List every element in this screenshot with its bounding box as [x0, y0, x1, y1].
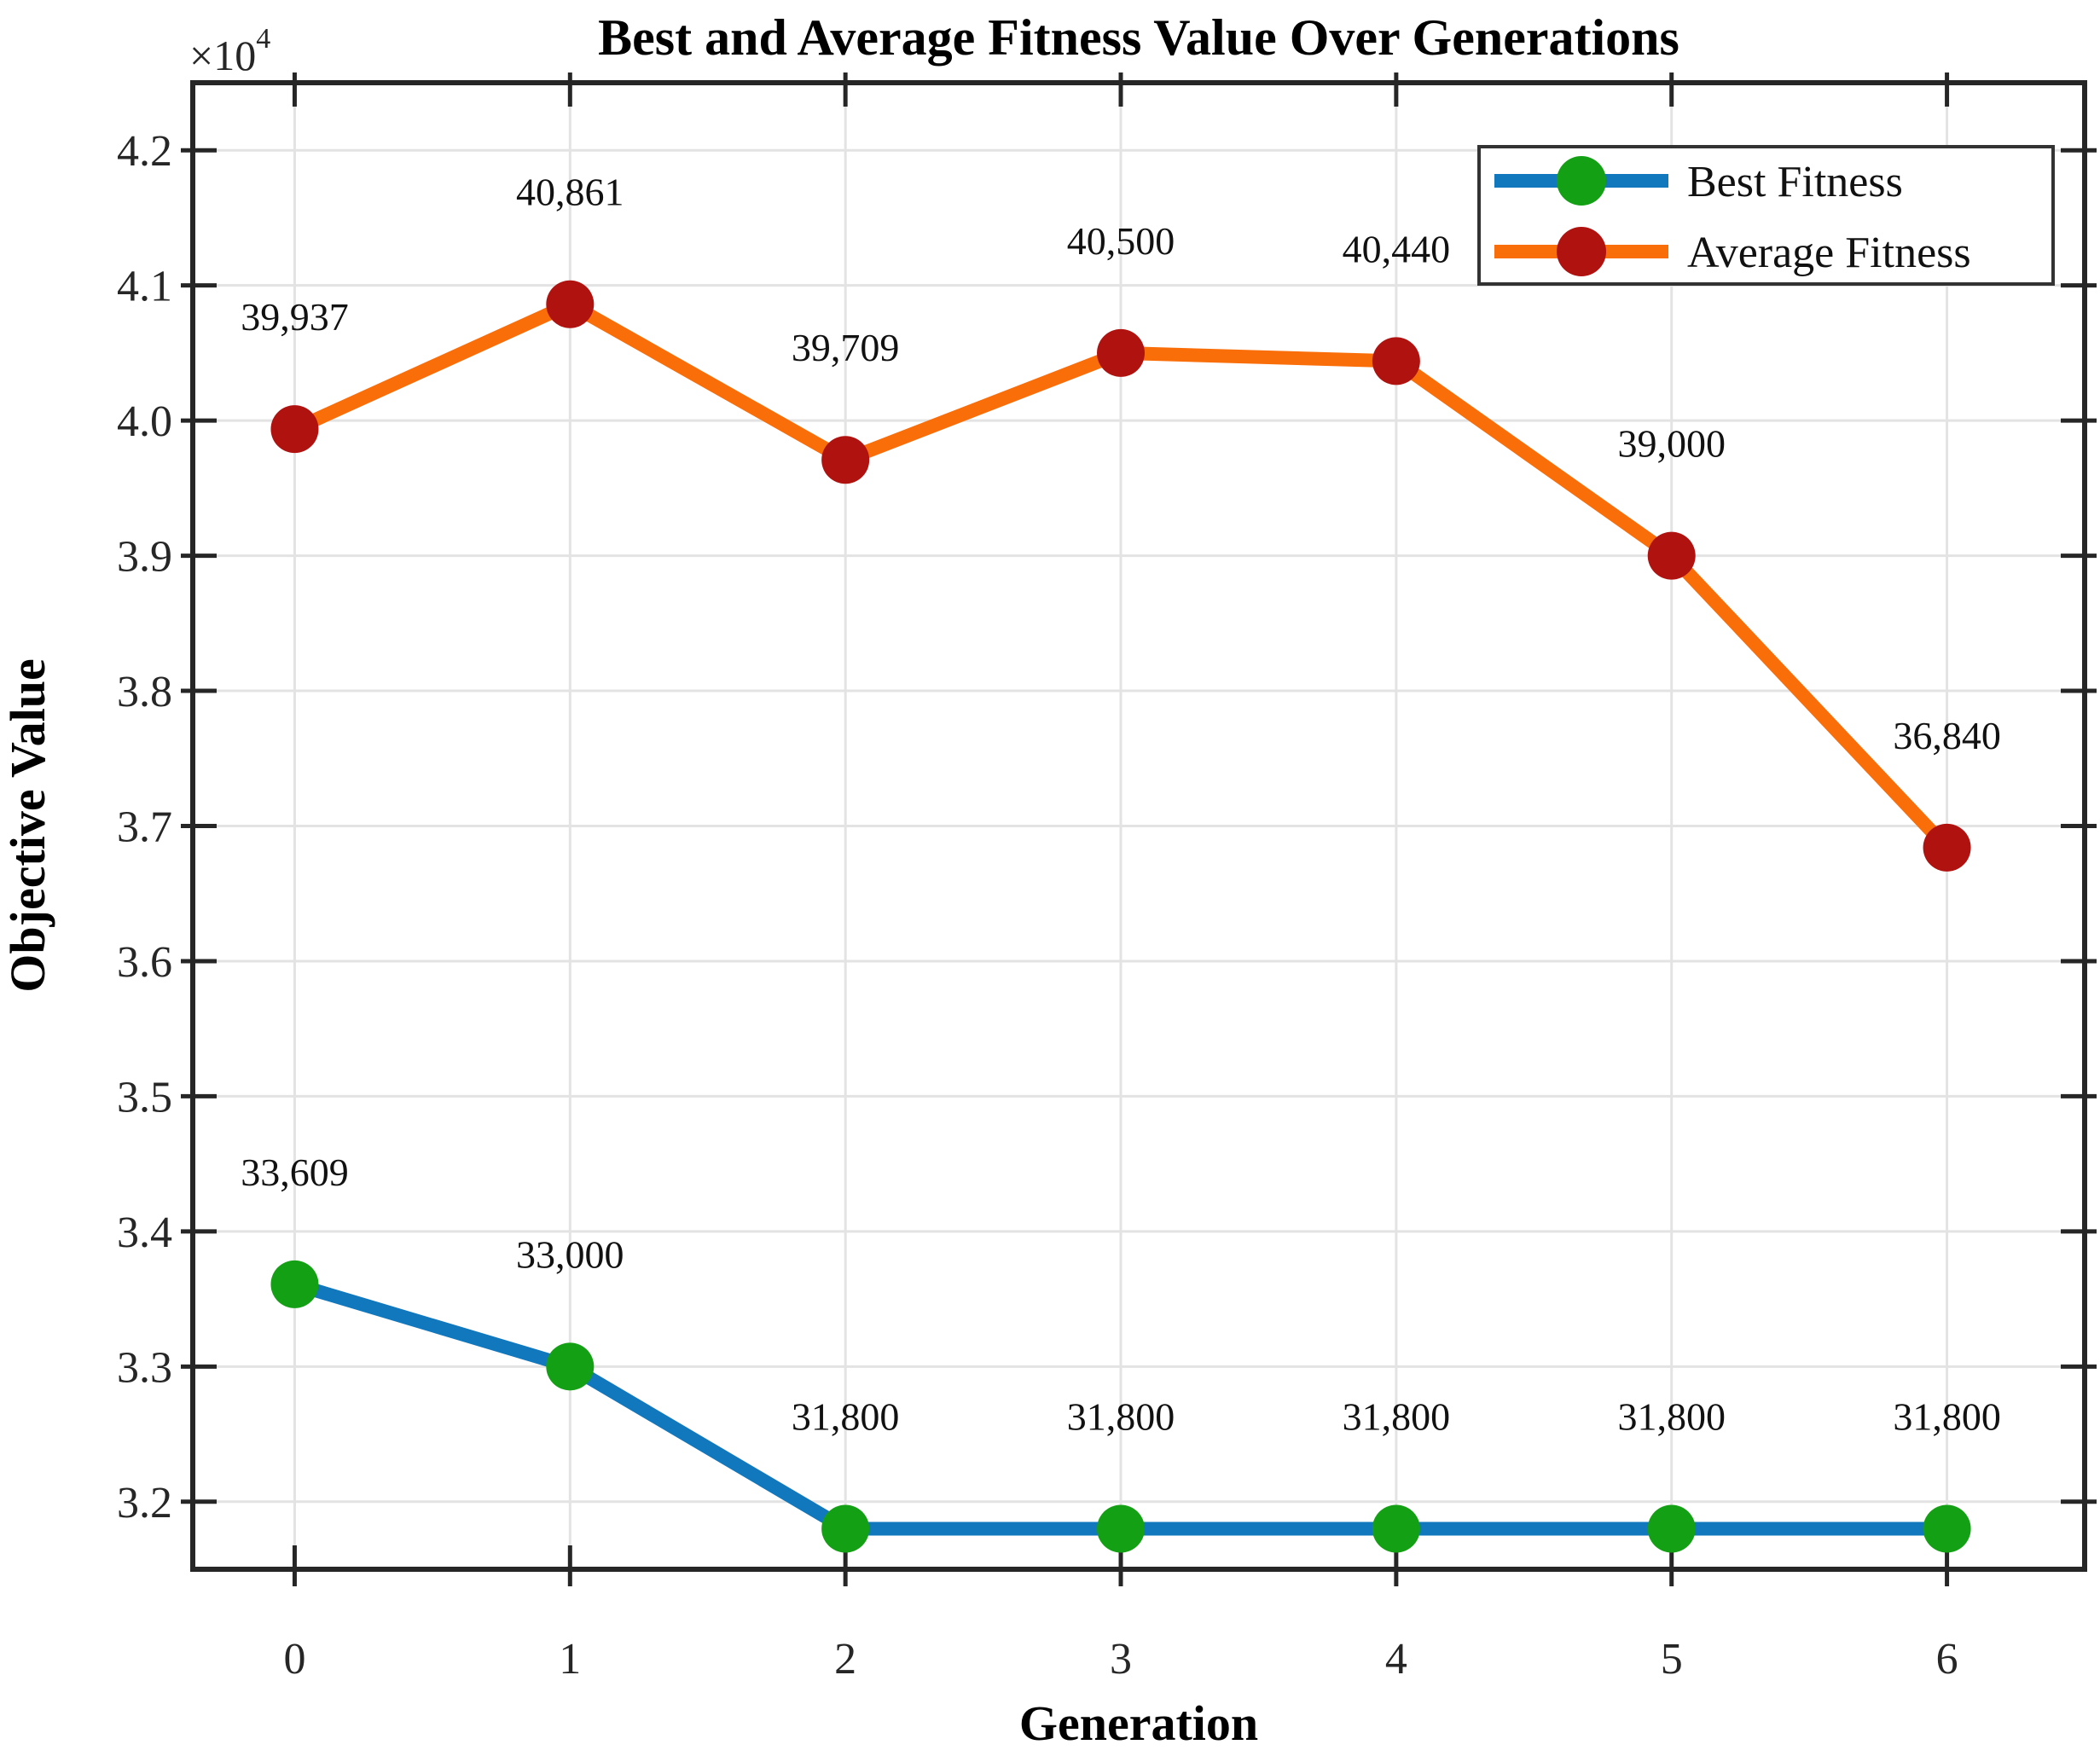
marker-best-fitness: [270, 1260, 319, 1308]
y-axis-multiplier: ×104: [189, 23, 270, 79]
x-axis-label: Generation: [1019, 1695, 1258, 1751]
legend-item-label: Average Fitness: [1687, 229, 1971, 277]
y-tick-label: 3.2: [117, 1479, 172, 1527]
legend-item-label: Best Fitness: [1687, 158, 1903, 206]
y-tick-label: 3.4: [117, 1208, 172, 1257]
legend-sample-marker: [1557, 227, 1606, 276]
marker-average-fitness: [546, 280, 595, 328]
point-label: 36,840: [1893, 714, 2001, 757]
marker-average-fitness: [1097, 328, 1146, 377]
point-label: 31,800: [1617, 1394, 1726, 1438]
marker-best-fitness: [1097, 1504, 1146, 1553]
point-label: 39,709: [792, 326, 900, 369]
marker-best-fitness: [1372, 1504, 1420, 1553]
x-tick-label: 5: [1661, 1635, 1683, 1684]
x-tick-label: 3: [1110, 1635, 1132, 1684]
point-label: 40,861: [516, 171, 624, 214]
marker-best-fitness: [1923, 1504, 1971, 1553]
marker-best-fitness: [821, 1504, 870, 1553]
marker-average-fitness: [821, 436, 870, 484]
marker-average-fitness: [270, 405, 319, 454]
plot-border: [190, 80, 2087, 1572]
point-label: 39,000: [1617, 422, 1726, 466]
marker-average-fitness: [1372, 337, 1420, 385]
x-tick-label: 6: [1936, 1635, 1958, 1684]
y-tick-label: 3.7: [117, 803, 172, 852]
y-tick-label: 3.8: [117, 668, 172, 716]
y-tick-label: 4.0: [117, 397, 172, 446]
chart-title: Best and Average Fitness Value Over Gene…: [598, 9, 1679, 66]
marker-average-fitness: [1923, 823, 1971, 872]
point-label: 31,800: [1893, 1394, 2001, 1438]
y-tick-label: 4.1: [117, 263, 172, 311]
x-tick-label: 1: [559, 1635, 581, 1684]
legend: Best Fitness Average Fitness: [1477, 145, 2055, 286]
gridlines: [193, 83, 2085, 1569]
marker-best-fitness: [1647, 1504, 1696, 1553]
legend-sample-marker: [1557, 156, 1606, 206]
point-labels: 33,609 33,000 31,800 31,800 31,800 31,800 31,8…: [241, 171, 2001, 1439]
y-tick-label: 3.9: [117, 533, 172, 582]
x-tick-label: 2: [834, 1635, 856, 1684]
x-tick-label: 4: [1385, 1635, 1407, 1684]
y-tick-label: 3.6: [117, 938, 172, 987]
data-series: [270, 280, 1971, 1553]
point-label: 31,800: [792, 1394, 900, 1438]
y-axis-label: Objective Value: [0, 658, 55, 992]
point-label: 39,937: [241, 295, 349, 339]
y-tick-labels: 3.2 3.3 3.4 3.5 3.6 3.7 3.8 3.9 4.0 4.1 4.2: [117, 127, 172, 1527]
point-label: 40,500: [1067, 219, 1175, 263]
y-tick-label: 4.2: [117, 127, 172, 176]
point-label: 40,440: [1343, 227, 1451, 270]
point-label: 31,800: [1067, 1394, 1175, 1438]
y-tick-label: 3.5: [117, 1073, 172, 1122]
marker-average-fitness: [1647, 531, 1696, 580]
point-label: 33,000: [516, 1232, 624, 1276]
point-label: 31,800: [1343, 1394, 1451, 1438]
x-tick-labels: 0 1 2 3 4 5 6: [283, 1635, 1958, 1684]
y-tick-label: 3.3: [117, 1343, 172, 1392]
point-label: 33,609: [241, 1151, 349, 1194]
x-tick-label: 0: [283, 1635, 305, 1684]
axis-ticks: [181, 72, 2097, 1586]
marker-best-fitness: [546, 1342, 595, 1391]
